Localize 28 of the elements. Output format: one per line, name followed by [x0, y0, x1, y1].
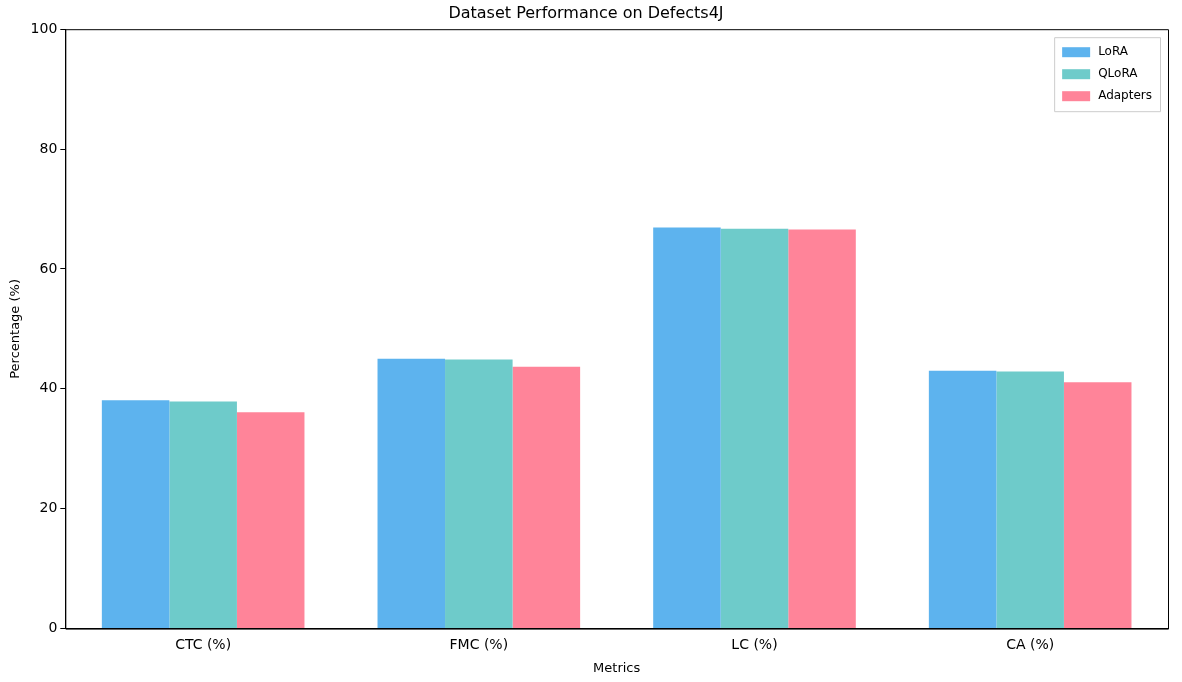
x-tick-label: FMC (%) — [449, 635, 509, 652]
bar — [653, 227, 721, 629]
bar — [445, 359, 513, 629]
bar — [377, 358, 446, 629]
bar — [101, 400, 170, 629]
bar — [928, 370, 997, 629]
bar — [720, 228, 789, 629]
bar — [788, 229, 856, 629]
y-axis-title: Percentage (%) — [7, 279, 23, 379]
x-tick-label: LC (%) — [731, 635, 778, 652]
x-tick-label: CTC (%) — [175, 635, 232, 652]
bar — [1063, 382, 1132, 629]
y-tick-label: 0 — [48, 619, 58, 636]
bar — [996, 371, 1064, 629]
y-tick-label: 80 — [39, 139, 58, 156]
bar — [236, 412, 305, 629]
y-tick-label: 20 — [39, 499, 58, 516]
y-tick-label: 60 — [39, 259, 58, 276]
legend-label: Adapters — [1098, 88, 1152, 103]
y-tick-label: 40 — [39, 379, 58, 396]
x-tick-label: CA (%) — [1006, 635, 1055, 652]
bar — [169, 401, 237, 629]
legend-label: QLoRA — [1098, 66, 1139, 81]
bar — [512, 366, 581, 629]
x-axis-title: Metrics — [593, 659, 641, 675]
y-tick-label: 100 — [30, 19, 58, 36]
chart-title: Dataset Performance on Defects4J — [448, 2, 724, 22]
legend-label: LoRA — [1098, 44, 1129, 59]
